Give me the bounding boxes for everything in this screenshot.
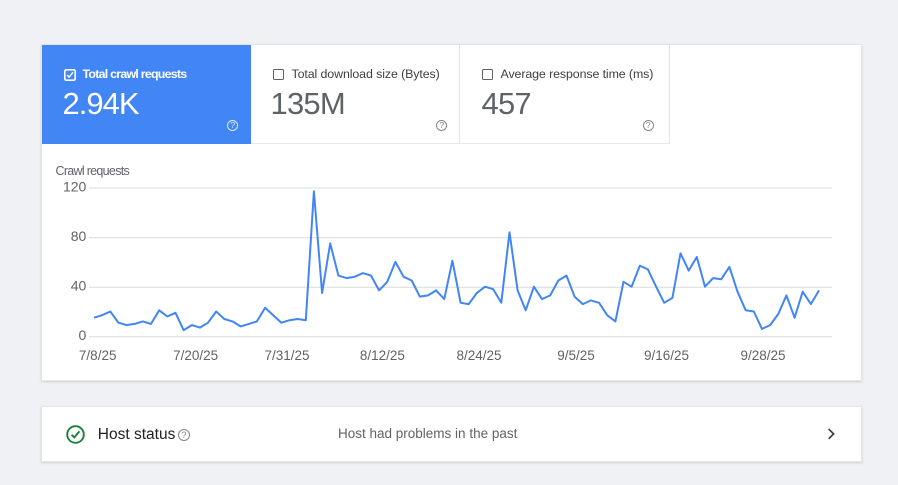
svg-text:0: 0: [79, 327, 87, 343]
svg-text:8/24/25: 8/24/25: [456, 348, 501, 363]
svg-text:8/12/25: 8/12/25: [360, 348, 405, 363]
svg-text:120: 120: [63, 178, 87, 194]
svg-text:7/31/25: 7/31/25: [264, 348, 309, 363]
svg-text:40: 40: [71, 278, 87, 294]
svg-text:9/5/25: 9/5/25: [557, 348, 595, 363]
svg-text:7/8/25: 7/8/25: [79, 348, 117, 363]
svg-text:9/16/25: 9/16/25: [644, 348, 689, 363]
svg-text:9/28/25: 9/28/25: [740, 348, 785, 363]
svg-text:7/20/25: 7/20/25: [173, 348, 218, 363]
svg-text:80: 80: [71, 228, 87, 244]
